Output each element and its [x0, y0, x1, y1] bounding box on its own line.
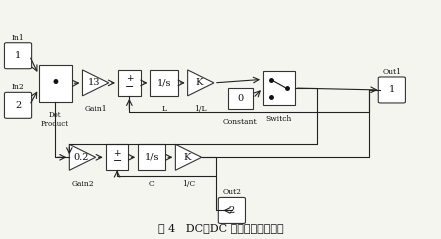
Text: 0.2: 0.2 — [73, 153, 89, 162]
Text: Dot
Product: Dot Product — [41, 111, 69, 128]
FancyBboxPatch shape — [4, 92, 32, 118]
Text: Constant: Constant — [223, 118, 258, 126]
FancyBboxPatch shape — [39, 65, 71, 102]
Text: 2: 2 — [15, 101, 21, 110]
FancyBboxPatch shape — [228, 88, 253, 109]
FancyBboxPatch shape — [118, 70, 141, 96]
Text: 1: 1 — [15, 51, 21, 60]
FancyBboxPatch shape — [218, 197, 246, 223]
Text: 1/s: 1/s — [157, 78, 171, 87]
Text: 2: 2 — [229, 206, 235, 215]
Text: +: + — [113, 149, 121, 158]
Text: +: + — [126, 75, 133, 83]
FancyBboxPatch shape — [378, 77, 405, 103]
Text: K: K — [196, 78, 203, 87]
Text: Gain2: Gain2 — [71, 180, 94, 188]
Text: 1/s: 1/s — [145, 153, 159, 162]
Text: Switch: Switch — [265, 115, 292, 123]
Polygon shape — [69, 144, 96, 170]
FancyBboxPatch shape — [263, 71, 295, 105]
Text: •: • — [50, 75, 60, 92]
FancyBboxPatch shape — [150, 70, 178, 96]
Text: −: − — [112, 156, 122, 166]
Text: In1: In1 — [11, 33, 24, 42]
Text: Out1: Out1 — [382, 68, 401, 76]
Polygon shape — [82, 70, 109, 96]
Text: 0: 0 — [237, 94, 243, 103]
Text: 13: 13 — [88, 78, 101, 87]
Polygon shape — [187, 70, 214, 96]
Text: Out2: Out2 — [222, 188, 241, 196]
Text: 1/L: 1/L — [194, 105, 207, 113]
Text: 1: 1 — [389, 86, 395, 94]
Text: In2: In2 — [11, 83, 24, 91]
Polygon shape — [176, 144, 202, 170]
Text: C: C — [149, 180, 155, 188]
FancyBboxPatch shape — [138, 144, 165, 170]
Text: 图 4   DC－DC 升压电路仿真模型: 图 4 DC－DC 升压电路仿真模型 — [158, 223, 283, 233]
Text: 1/C: 1/C — [182, 180, 195, 188]
Text: K: K — [183, 153, 191, 162]
Text: Gain1: Gain1 — [84, 105, 107, 113]
FancyBboxPatch shape — [106, 144, 128, 170]
FancyBboxPatch shape — [4, 43, 32, 69]
Text: −: − — [125, 82, 134, 92]
Text: L: L — [161, 105, 166, 113]
